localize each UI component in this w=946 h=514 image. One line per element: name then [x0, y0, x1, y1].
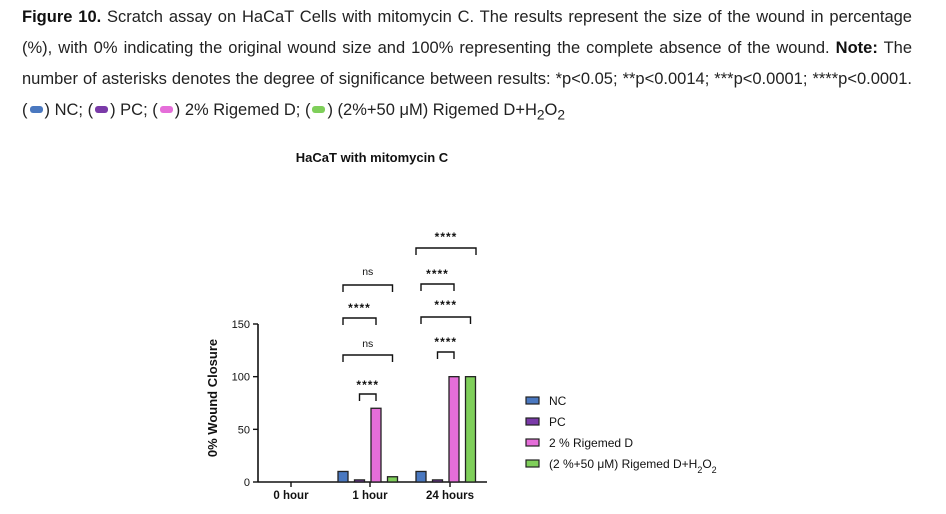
significance-brackets: **** ns **** ns **** **** **** ****	[342, 230, 477, 401]
legend-label: (2 %+50 μM) Rigemed D+H2O2	[549, 457, 717, 475]
significance-label: ****	[434, 335, 457, 349]
y-tick-label: 150	[232, 319, 250, 331]
combo-label: ) (2%+50 μM) Rigemed D+H	[327, 101, 537, 119]
bar	[370, 407, 382, 483]
significance-bracket	[342, 354, 394, 362]
rigemed-swatch	[159, 106, 173, 113]
bar	[431, 479, 444, 483]
x-tick-label: 0 hour	[273, 490, 309, 502]
chart-title: HaCaT with mitomycin C	[296, 150, 449, 165]
significance-label: ****	[356, 378, 379, 392]
caption-note: The number of asterisks denotes the degr…	[22, 39, 913, 119]
pc-label: ) PC; (	[110, 101, 158, 119]
bar	[337, 470, 349, 483]
figure-caption: Figure 10. Scratch assay on HaCaT Cells …	[22, 2, 912, 130]
y-tick-label: 0	[244, 477, 250, 489]
caption-text: Scratch assay on HaCaT Cells with mitomy…	[22, 8, 912, 57]
legend-swatch	[525, 417, 540, 426]
note-label: Note:	[835, 39, 878, 57]
legend-label: 2 % Rigemed D	[549, 436, 633, 450]
combo-sub-a: 2	[536, 107, 545, 123]
significance-bracket	[420, 283, 455, 291]
y-axis-label: 0% Wound Closure	[205, 339, 220, 457]
nc-label: ) NC; (	[44, 101, 94, 119]
significance-bracket	[415, 247, 477, 255]
significance-label: ****	[434, 298, 457, 312]
combo-sub-b: 2	[557, 107, 566, 123]
significance-label: ****	[426, 267, 449, 281]
bar	[415, 470, 427, 483]
nc-swatch	[29, 106, 43, 113]
significance-label: ****	[435, 230, 458, 244]
pc-swatch	[95, 106, 109, 113]
x-tick-label: 24 hours	[426, 490, 474, 502]
legend-swatch	[525, 459, 540, 468]
bar	[353, 479, 366, 483]
figure-label: Figure 10.	[22, 8, 102, 26]
significance-bracket	[342, 317, 377, 325]
rigemed-label: ) 2% Rigemed D; (	[174, 101, 311, 119]
significance-bracket	[436, 351, 455, 359]
significance-label: ****	[348, 301, 371, 315]
y-tick-label: 50	[238, 424, 250, 436]
legend-swatch	[525, 396, 540, 405]
significance-bracket	[420, 316, 472, 324]
significance-label: ns	[362, 338, 373, 350]
significance-bracket	[358, 393, 377, 401]
bar	[386, 476, 399, 483]
significance-bracket	[342, 284, 394, 292]
combo-swatch	[312, 106, 326, 113]
bar	[464, 376, 477, 483]
bars	[337, 376, 477, 483]
y-tick-label: 100	[232, 372, 250, 384]
significance-label: ns	[362, 266, 373, 278]
combo-o: O	[544, 101, 558, 119]
axes: 0 50 100 150 0 hour 1 hour 24 hours	[232, 319, 487, 502]
legend-label: NC	[549, 394, 567, 408]
legend: NC PC 2 % Rigemed D (2 %+50 μM) Rigemed D+H…	[525, 394, 717, 475]
legend-swatch	[525, 438, 540, 447]
bar	[448, 376, 460, 483]
legend-label: PC	[549, 415, 566, 429]
x-tick-label: 1 hour	[352, 490, 388, 502]
